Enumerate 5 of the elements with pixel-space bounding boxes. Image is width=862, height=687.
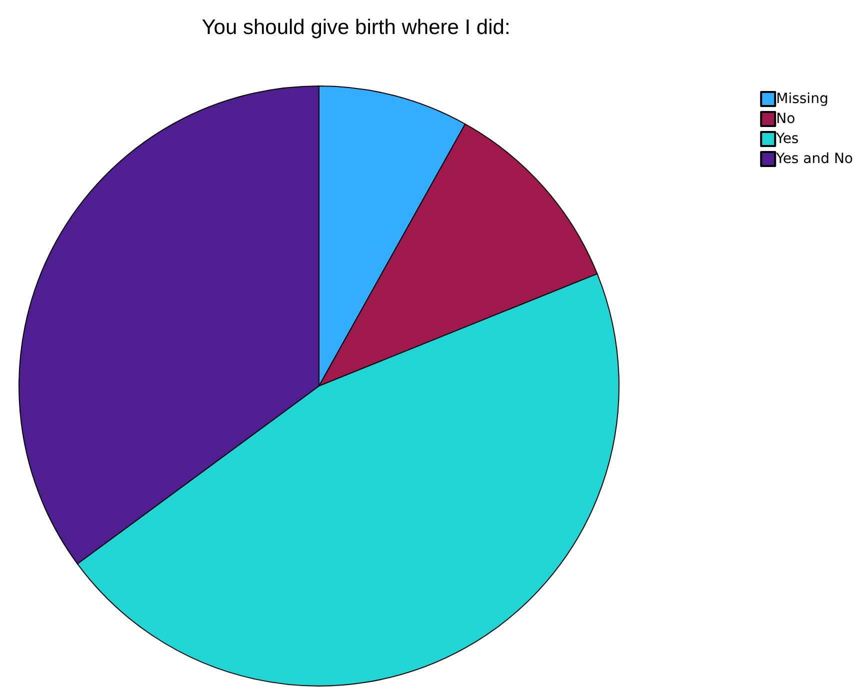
chart-title: You should give birth where I did: (202, 16, 510, 39)
legend-label: No (776, 111, 796, 127)
legend-label: Yes and No (775, 151, 854, 167)
legend-label: Yes (775, 131, 799, 147)
legend-label: Missing (776, 91, 828, 107)
